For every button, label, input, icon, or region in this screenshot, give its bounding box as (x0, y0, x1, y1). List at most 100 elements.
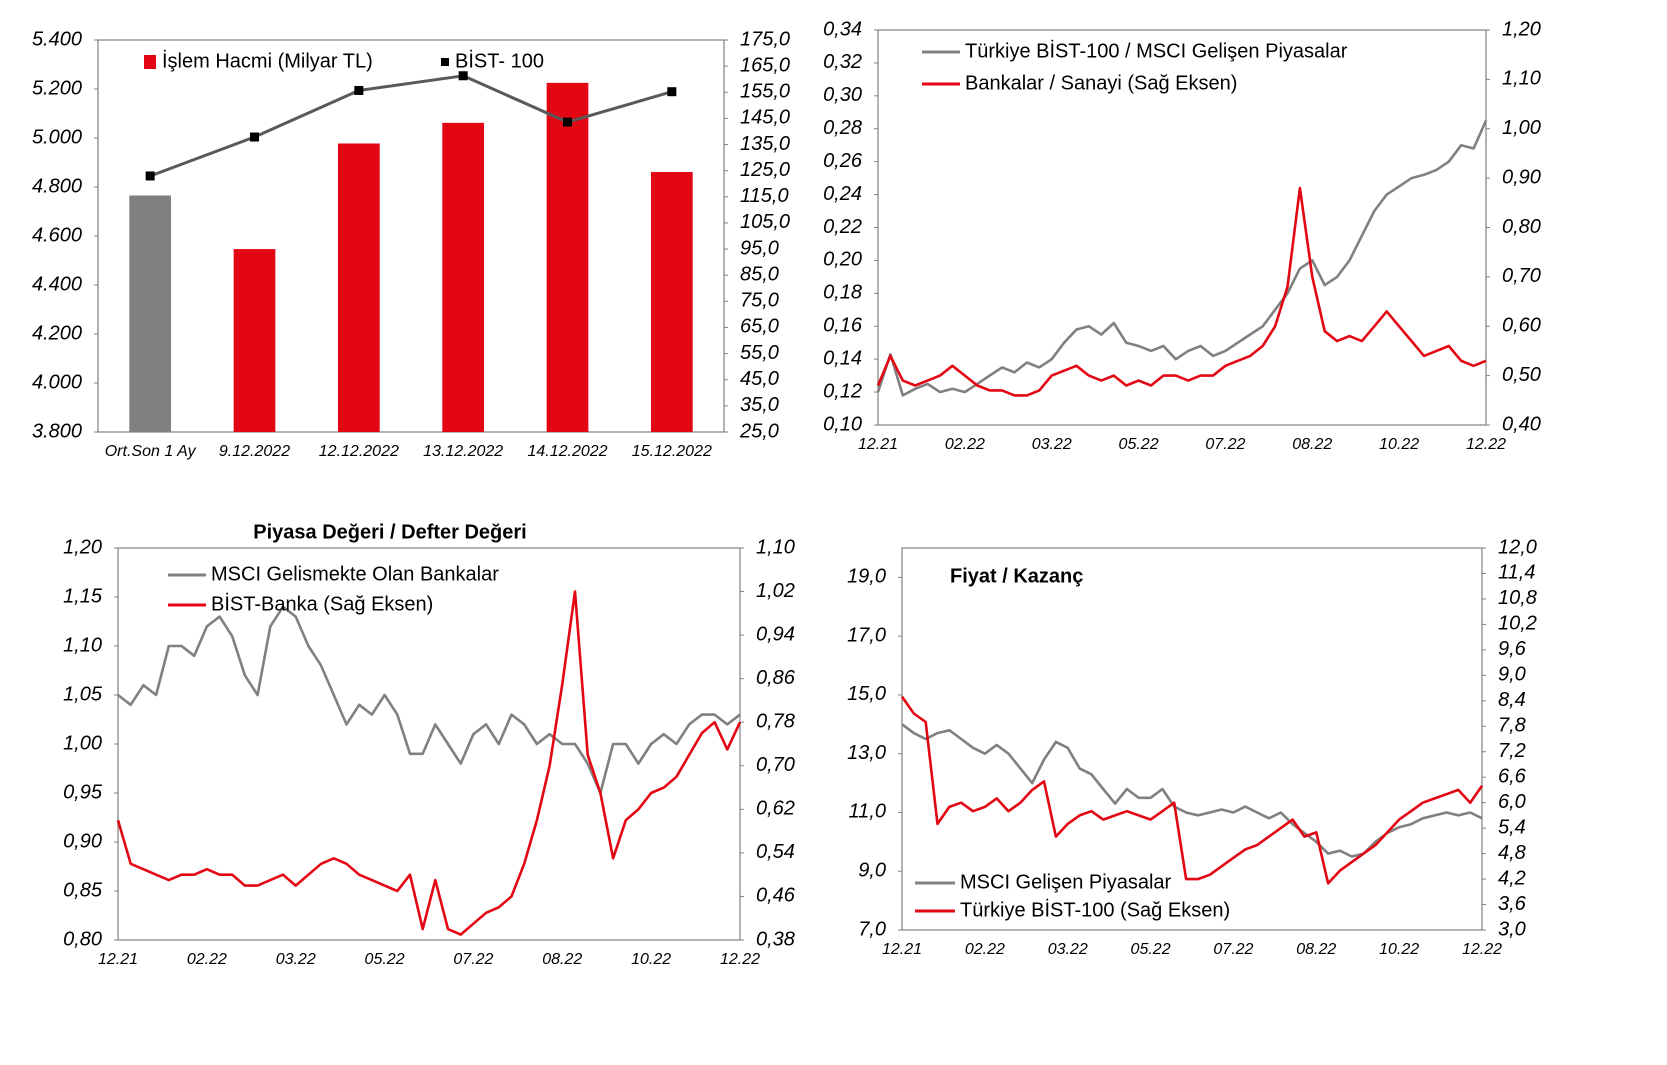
y2-tick-label: 105,0 (740, 211, 790, 233)
x-tick-label: 12.22 (1462, 941, 1502, 958)
series-line (900, 695, 1484, 885)
y2-tick-label: 3,6 (1498, 893, 1527, 915)
y-tick-label: 11,0 (849, 801, 886, 823)
legend-label: MSCI Gelişen Piyasalar (960, 871, 1172, 893)
x-tick-label: 12.21 (98, 951, 138, 968)
y2-tick-label: 0,70 (1502, 265, 1541, 287)
y2-tick-label: 1,10 (756, 536, 795, 558)
y-tick-label: 0,34 (823, 18, 862, 40)
y2-tick-label: 115,0 (740, 185, 789, 207)
y-tick-label: 3.800 (32, 420, 82, 442)
y-tick-label: 0,80 (63, 928, 102, 950)
y2-tick-label: 35,0 (740, 394, 779, 416)
bar (337, 143, 380, 432)
x-tick-label: Ort.Son 1 Ay (105, 443, 197, 460)
line-marker (458, 71, 468, 81)
y2-tick-label: 10,2 (1498, 613, 1537, 635)
y2-tick-label: 7,2 (1498, 740, 1526, 762)
x-tick-label: 12.12.2022 (319, 443, 399, 460)
x-tick-label: 07.22 (1205, 436, 1245, 453)
y-tick-label: 0,32 (823, 51, 862, 73)
x-tick-label: 08.22 (1292, 436, 1332, 453)
series-line (117, 605, 741, 795)
y-tick-label: 1,05 (63, 683, 103, 705)
x-tick-label: 9.12.2022 (219, 443, 290, 460)
y2-tick-label: 155,0 (740, 81, 790, 103)
y-tick-label: 4.800 (32, 175, 82, 197)
x-tick-label: 05.22 (1119, 436, 1159, 453)
y-tick-label: 1,00 (63, 732, 102, 754)
y-tick-label: 0,85 (63, 879, 103, 901)
y2-tick-label: 145,0 (740, 107, 790, 129)
y2-tick-label: 8,4 (1498, 689, 1526, 711)
line-marker (250, 132, 259, 142)
line-marker (563, 117, 572, 127)
y2-tick-label: 0,40 (1502, 413, 1541, 435)
series-line (116, 590, 742, 936)
y2-tick-label: 12,0 (1498, 536, 1537, 558)
y-tick-label: 15,0 (847, 683, 886, 705)
x-tick-label: 12.22 (1466, 436, 1506, 453)
y2-tick-label: 75,0 (740, 290, 779, 312)
y-tick-label: 5.400 (32, 28, 82, 50)
y2-tick-label: 125,0 (740, 159, 790, 181)
x-tick-label: 08.22 (542, 951, 582, 968)
y-tick-label: 4.400 (32, 273, 82, 295)
y2-tick-label: 135,0 (740, 133, 790, 155)
y2-tick-label: 1,02 (756, 580, 795, 602)
x-tick-label: 02.22 (945, 436, 985, 453)
y2-tick-label: 3,0 (1498, 918, 1526, 940)
series-line (876, 119, 1488, 397)
x-tick-label: 12.22 (720, 951, 760, 968)
y-tick-label: 4.200 (32, 322, 82, 344)
line-marker (667, 87, 677, 97)
y2-tick-label: 1,10 (1502, 68, 1541, 90)
y2-tick-label: 4,2 (1498, 867, 1526, 889)
x-tick-label: 05.22 (1131, 941, 1171, 958)
y2-tick-label: 9,6 (1498, 638, 1527, 660)
y-tick-label: 1,15 (63, 585, 103, 607)
y2-tick-label: 175,0 (740, 28, 790, 50)
y2-tick-label: 10,8 (1498, 587, 1537, 609)
y2-tick-label: 1,20 (1502, 18, 1541, 40)
x-tick-label: 02.22 (965, 941, 1005, 958)
y-tick-label: 19,0 (847, 566, 886, 588)
x-tick-label: 02.22 (187, 951, 227, 968)
y2-tick-label: 0,86 (756, 667, 796, 689)
x-tick-label: 13.12.2022 (423, 443, 503, 460)
y2-tick-label: 0,80 (1502, 216, 1541, 238)
legend-label: BİST- 100 (455, 49, 544, 72)
x-tick-label: 07.22 (453, 951, 493, 968)
y2-tick-label: 11,4 (1498, 562, 1535, 584)
y2-tick-label: 6,6 (1498, 765, 1527, 787)
y2-tick-label: 85,0 (740, 263, 779, 285)
x-tick-label: 12.21 (858, 436, 898, 453)
series-line (901, 723, 1483, 858)
y2-tick-label: 6,0 (1498, 791, 1526, 813)
y2-tick-label: 4,8 (1498, 842, 1526, 864)
bar (233, 249, 276, 432)
series-line (876, 186, 1487, 397)
x-tick-label: 03.22 (276, 951, 316, 968)
x-tick-label: 03.22 (1032, 436, 1072, 453)
legend-label: Türkiye BİST-100 (Sağ Eksen) (960, 898, 1230, 921)
y2-tick-label: 165,0 (740, 54, 790, 76)
x-tick-label: 10.22 (1379, 436, 1419, 453)
y2-tick-label: 1,00 (1502, 117, 1541, 139)
bar (442, 122, 485, 433)
y2-tick-label: 0,78 (756, 711, 795, 733)
x-tick-label: 12.21 (882, 941, 922, 958)
y2-tick-label: 0,60 (1502, 315, 1541, 337)
y-tick-label: 7,0 (858, 918, 886, 940)
y-tick-label: 0,20 (823, 249, 862, 271)
bar (129, 195, 172, 432)
series-line (149, 74, 673, 178)
y-tick-label: 0,30 (823, 84, 862, 106)
y-tick-label: 0,14 (823, 347, 862, 369)
y-tick-label: 1,10 (63, 634, 102, 656)
y2-tick-label: 95,0 (740, 237, 779, 259)
y2-tick-label: 0,94 (756, 623, 795, 645)
legend-label: BİST-Banka (Sağ Eksen) (211, 592, 433, 615)
bar (650, 171, 693, 432)
